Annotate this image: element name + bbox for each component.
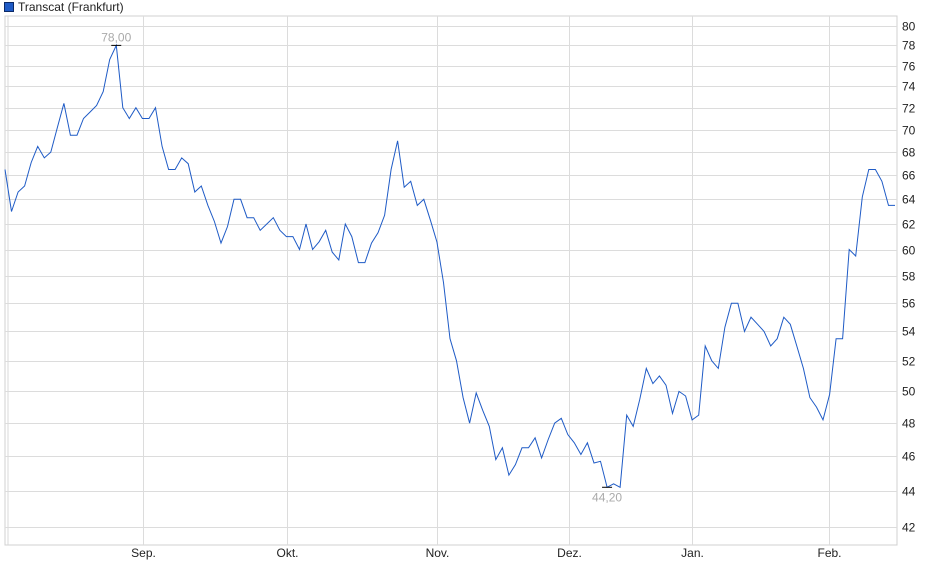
min-value-label: 44,20 xyxy=(592,490,622,504)
series-line xyxy=(4,43,895,489)
y-tick-label: 68 xyxy=(902,146,916,160)
y-tick-label: 78 xyxy=(902,39,916,53)
x-tick-label: Sep. xyxy=(131,546,156,560)
y-tick-label: 66 xyxy=(902,169,916,183)
y-tick-label: 54 xyxy=(902,325,916,339)
plot-frame xyxy=(4,15,898,546)
x-tick-label: Nov. xyxy=(426,546,450,560)
y-tick-label: 80 xyxy=(902,20,916,34)
y-tick-label: 64 xyxy=(902,193,916,207)
y-tick-label: 74 xyxy=(902,80,916,94)
y-tick-label: 58 xyxy=(902,270,916,284)
x-tick-label: Okt. xyxy=(276,546,298,560)
y-tick-label: 60 xyxy=(902,244,916,258)
x-axis: Sep. Okt. Nov. Dez. Jan. Feb. xyxy=(131,546,841,560)
legend-label: Transcat (Frankfurt) xyxy=(18,0,124,14)
y-tick-label: 44 xyxy=(902,485,916,499)
y-tick-label: 46 xyxy=(902,450,916,464)
y-tick-label: 56 xyxy=(902,297,916,311)
y-tick-label: 50 xyxy=(902,385,916,399)
x-tick-label: Feb. xyxy=(817,546,841,560)
y-tick-label: 42 xyxy=(902,521,916,535)
y-tick-label: 62 xyxy=(902,218,916,232)
y-tick-label: 48 xyxy=(902,417,916,431)
y-tick-label: 70 xyxy=(902,124,916,138)
x-tick-label: Jan. xyxy=(681,546,704,560)
legend-swatch xyxy=(4,1,14,12)
y-axis: 42 44 46 48 50 52 54 56 58 60 62 64 66 68 70 72 74 76 78 80 xyxy=(902,20,916,535)
extremes: 78,00 44,20 xyxy=(101,30,622,504)
y-tick-label: 76 xyxy=(902,60,916,74)
max-value-label: 78,00 xyxy=(101,30,131,44)
grid xyxy=(4,15,898,546)
legend: Transcat (Frankfurt) xyxy=(4,0,124,14)
y-tick-label: 72 xyxy=(902,102,916,116)
y-tick-label: 52 xyxy=(902,355,916,369)
x-tick-label: Dez. xyxy=(557,546,582,560)
